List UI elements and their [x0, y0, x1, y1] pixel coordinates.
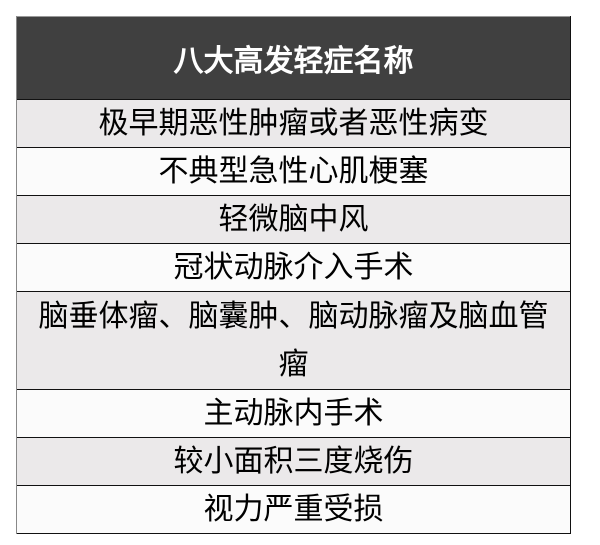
table-header: 八大高发轻症名称 [17, 16, 570, 99]
table-row: 视力严重受损 [17, 485, 570, 534]
table-row: 轻微脑中风 [17, 195, 570, 243]
table-row: 较小面积三度烧伤 [17, 437, 570, 485]
illness-table: 八大高发轻症名称 极早期恶性肿瘤或者恶性病变 不典型急性心肌梗塞 轻微脑中风 冠… [16, 16, 571, 534]
table-row: 主动脉内手术 [17, 389, 570, 437]
table-cell-text: 脑垂体瘤、脑囊肿、脑动脉瘤及脑血管瘤 [38, 298, 549, 382]
table-row: 极早期恶性肿瘤或者恶性病变 [17, 99, 570, 147]
table-row: 不典型急性心肌梗塞 [17, 147, 570, 195]
table-row: 脑垂体瘤、脑囊肿、脑动脉瘤及脑血管瘤 [17, 291, 570, 389]
table-row: 冠状动脉介入手术 [17, 243, 570, 291]
